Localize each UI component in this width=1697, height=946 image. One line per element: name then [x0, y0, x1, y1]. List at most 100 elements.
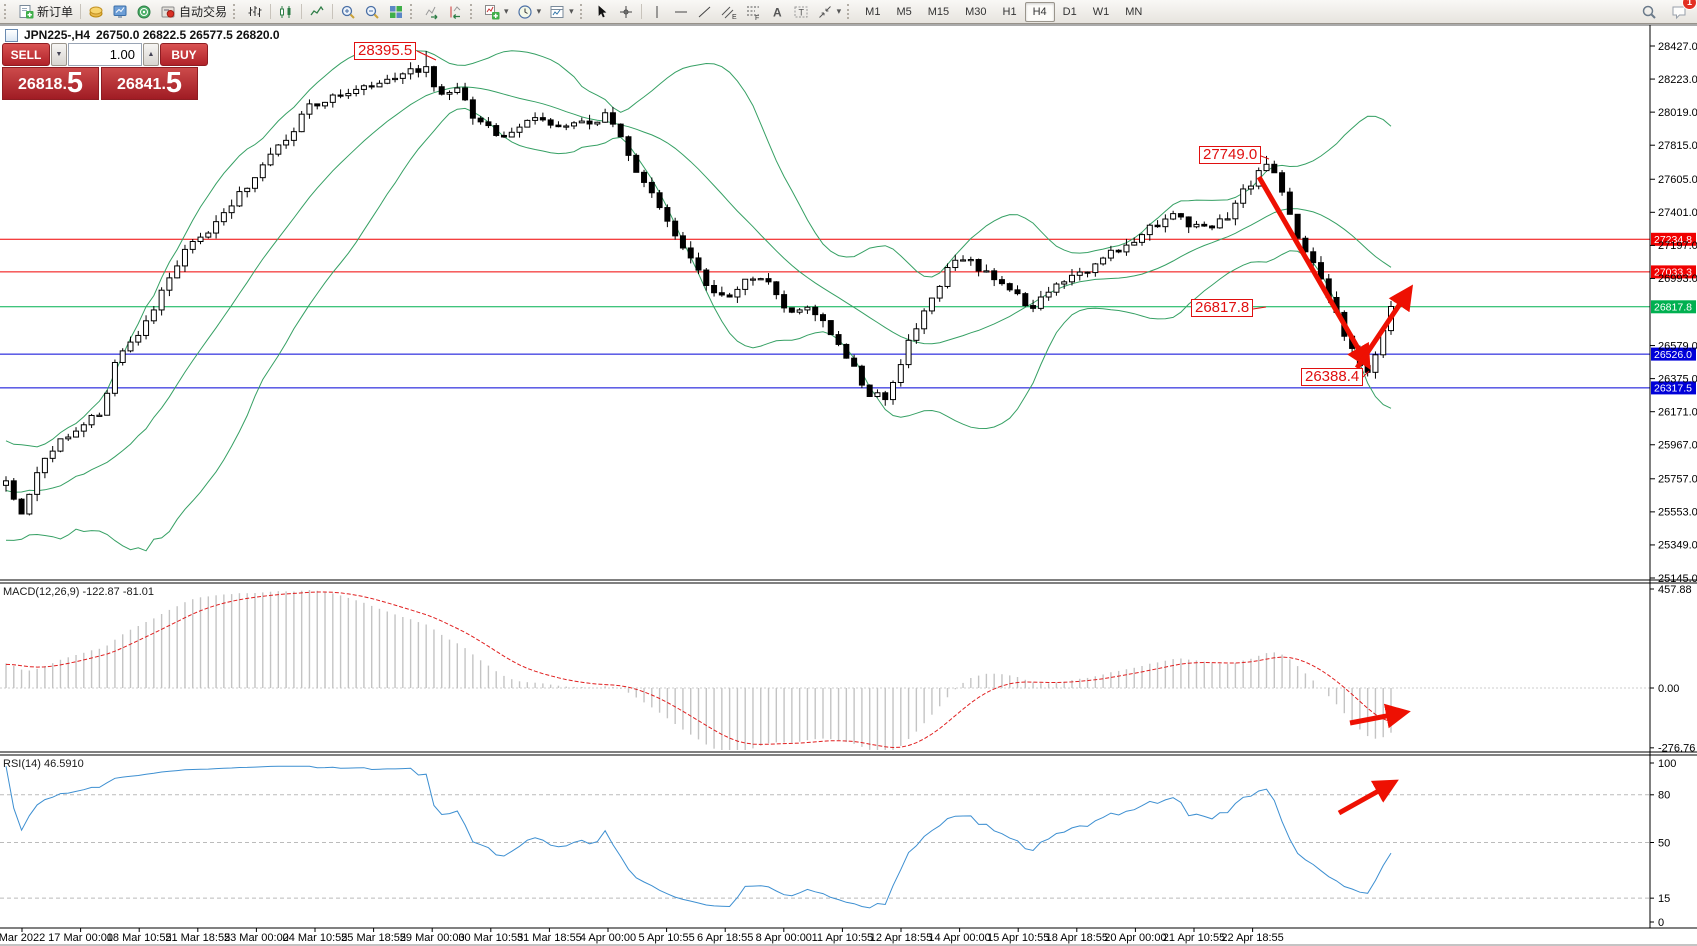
timeframe-w1-button[interactable]: W1: [1092, 5, 1110, 18]
rsi-tick-label: 0: [1658, 917, 1664, 929]
volume-up-button[interactable]: ▲: [143, 43, 159, 66]
timeframe-h1-button[interactable]: H1: [1002, 5, 1017, 18]
price-tick-label: 26993.0: [1658, 273, 1697, 285]
buy-price-tile[interactable]: 26841. 5: [101, 67, 198, 100]
sell-price-tile[interactable]: 26818. 5: [2, 67, 99, 100]
market-watch-button[interactable]: [108, 1, 132, 23]
toolbar-grip: [410, 4, 416, 19]
price-tick-label: 26375.0: [1658, 373, 1697, 385]
price-tick-label: 25349.0: [1658, 540, 1697, 552]
time-tick-label: 4 Apr 00:00: [580, 932, 636, 944]
signals-button[interactable]: [132, 1, 156, 23]
time-tick-label: 18 Mar 10:55: [107, 932, 172, 944]
svg-text:T: T: [798, 7, 804, 17]
trendline-button[interactable]: [693, 1, 717, 23]
chat-button[interactable]: 1: [1667, 0, 1697, 23]
bar-chart-button[interactable]: [243, 1, 267, 23]
vertical-line-button[interactable]: [645, 1, 669, 23]
annotation-connector: [416, 50, 437, 61]
tile-windows-button[interactable]: [384, 1, 408, 23]
text-label-button[interactable]: T: [789, 1, 813, 23]
sell-button[interactable]: SELL: [2, 43, 50, 66]
candlestick-chart-button[interactable]: [274, 1, 298, 23]
timeframe-h4-button[interactable]: H4: [1024, 1, 1055, 22]
symbol-info-bar: JPN225-,H4 26750.0 26822.5 26577.5 26820…: [5, 28, 280, 42]
time-tick-label: 15 Apr 10:55: [987, 932, 1049, 944]
time-tick-label: 11 Apr 10:55: [812, 932, 874, 944]
indicators-button[interactable]: ▾: [480, 1, 513, 23]
macd-tick-label: -276.76: [1658, 743, 1695, 755]
line-chart-button[interactable]: [305, 1, 329, 23]
auto-scroll-button[interactable]: [420, 1, 444, 23]
price-tick-label: 28223.0: [1658, 74, 1697, 86]
annotation-connector: [1252, 306, 1267, 310]
zoom-out-button[interactable]: [360, 1, 384, 23]
time-tick-label: 17 Mar 00:00: [48, 932, 113, 944]
time-tick-label: 12 Apr 18:55: [870, 932, 932, 944]
rsi-tick-label: 80: [1658, 790, 1670, 802]
equidistant-channel-button[interactable]: E: [717, 1, 741, 23]
price-annotation[interactable]: 27749.0: [1199, 146, 1262, 164]
crosshair-button[interactable]: [614, 1, 638, 23]
auto-trading-button[interactable]: 自动交易: [156, 1, 231, 23]
buy-price-sep: .: [161, 76, 166, 93]
time-tick-label: 18 Apr 18:55: [1046, 932, 1108, 944]
rsi-tick-label: 50: [1658, 837, 1670, 849]
toolbar-separator: [640, 4, 642, 19]
time-tick-label: 29 Mar 00:00: [400, 932, 465, 944]
price-axis[interactable]: 27234.8 27033.3 26817.8 26526.0 26317.5 28427…: [1650, 41, 1697, 929]
annotation-connector: [1362, 370, 1370, 378]
trend-arrow[interactable]: [1337, 779, 1399, 816]
text-tool-button[interactable]: A: [765, 1, 789, 23]
price-line-tag: [1651, 381, 1696, 395]
timeframe-m30-button[interactable]: M30: [965, 5, 987, 18]
price-tick-label: 28427.0: [1658, 41, 1697, 53]
symbol-period-label: JPN225-,H4: [24, 28, 91, 42]
horizontal-line-button[interactable]: [669, 1, 693, 23]
timeframe-m15-button[interactable]: M15: [927, 5, 950, 18]
cursor-button[interactable]: [590, 1, 614, 23]
toolbar-separator: [301, 4, 303, 19]
price-tick-label: 28019.0: [1658, 107, 1697, 119]
chevron-down-icon: ▾: [536, 6, 542, 16]
rsi-pane: [5, 765, 1392, 909]
timeframe-m5-button[interactable]: M5: [896, 5, 912, 18]
toolbar-grip: [233, 4, 239, 19]
fibonacci-button[interactable]: F: [741, 1, 765, 23]
volume-input[interactable]: [68, 43, 142, 66]
chart-shift-button[interactable]: [444, 1, 468, 23]
periods-button[interactable]: ▾: [513, 1, 546, 23]
notification-badge: 1: [1682, 0, 1697, 10]
autotrade-icon: [160, 4, 176, 20]
price-annotation[interactable]: 28395.5: [354, 42, 417, 60]
trendline-icon: [697, 4, 713, 20]
price-annotation[interactable]: 26388.4: [1301, 368, 1364, 386]
zoom-in-button[interactable]: [336, 1, 360, 23]
trend-arrow[interactable]: [1349, 703, 1411, 729]
timeframe-mn-button[interactable]: MN: [1125, 5, 1143, 18]
new-order-icon: [18, 4, 34, 20]
timeframe-m1-button[interactable]: M1: [865, 5, 881, 18]
timeframe-d1-button[interactable]: D1: [1062, 5, 1077, 18]
search-button[interactable]: [1637, 1, 1661, 23]
market-icon: [112, 4, 128, 20]
hline-icon: [673, 4, 689, 20]
time-tick-label: 31 Mar 18:55: [517, 932, 582, 944]
volume-down-button[interactable]: ▼: [51, 43, 67, 66]
triangle-up-icon: ▲: [147, 51, 155, 58]
price-tick-label: 25757.0: [1658, 474, 1697, 486]
arrows-tool-button[interactable]: ▾: [813, 1, 846, 23]
price-annotation[interactable]: 26817.8: [1191, 299, 1254, 317]
templates-button[interactable]: ▾: [545, 1, 578, 23]
chart-window-icon: [5, 28, 18, 42]
autoscroll-icon: [424, 4, 440, 20]
buy-button[interactable]: BUY: [160, 43, 208, 66]
new-order-button[interactable]: 新订单: [14, 1, 77, 23]
crosshair-icon: [618, 4, 634, 20]
trend-arrow[interactable]: [1256, 175, 1371, 370]
trend-arrow[interactable]: [1354, 284, 1414, 370]
linechart-icon: [309, 4, 325, 20]
quotes-button[interactable]: [84, 1, 108, 23]
